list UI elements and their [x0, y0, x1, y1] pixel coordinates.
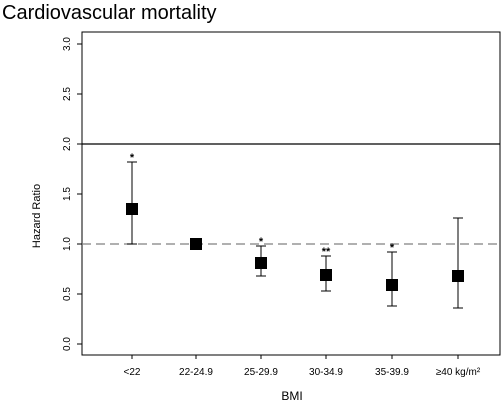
- significance-label: **: [322, 246, 331, 258]
- plot-axes: [81, 31, 501, 356]
- point-marker: [190, 238, 202, 250]
- x-tick-label: 22-24.9: [179, 367, 213, 378]
- point-marker: [126, 203, 138, 215]
- significance-labels: **** *: [130, 152, 395, 258]
- x-tick-label: ≥40 kg/m²: [436, 367, 481, 378]
- x-tick-label: 25-29.9: [244, 367, 278, 378]
- x-axis-label: BMI: [281, 389, 302, 403]
- x-tick-label: <22: [124, 367, 141, 378]
- significance-label: *: [390, 242, 395, 254]
- y-axis-ticks: 0.0 0.5 1.0 1.5 2.0 2.5 3.0: [62, 37, 82, 351]
- y-tick-label: 1.0: [62, 237, 73, 251]
- y-tick-label: 2.5: [62, 87, 73, 101]
- x-tick-label: 30-34.9: [309, 367, 343, 378]
- y-tick-label: 0.0: [62, 337, 73, 351]
- point-marker: [386, 279, 398, 291]
- y-tick-label: 3.0: [62, 37, 73, 51]
- y-tick-label: 2.0: [62, 137, 73, 151]
- plot-frame: [81, 31, 501, 356]
- significance-label: *: [259, 236, 264, 248]
- y-axis-label: Hazard Ratio: [31, 184, 43, 248]
- error-bars: [127, 161, 463, 309]
- point-markers: [126, 203, 464, 291]
- x-tick-label: 35-39.9: [375, 367, 409, 378]
- reference-lines: [82, 143, 500, 245]
- y-tick-label: 0.5: [62, 287, 73, 301]
- point-marker: [255, 257, 267, 269]
- point-marker: [320, 269, 332, 281]
- y-tick-label: 1.5: [62, 187, 73, 201]
- chart-title: Cardiovascular mortality: [2, 2, 217, 24]
- significance-label: *: [130, 152, 135, 164]
- point-marker: [452, 270, 464, 282]
- x-axis-ticks: <22 22-24.9 25-29.9 30-34.9 35-39.9 ≥40 kg/m²: [124, 355, 481, 378]
